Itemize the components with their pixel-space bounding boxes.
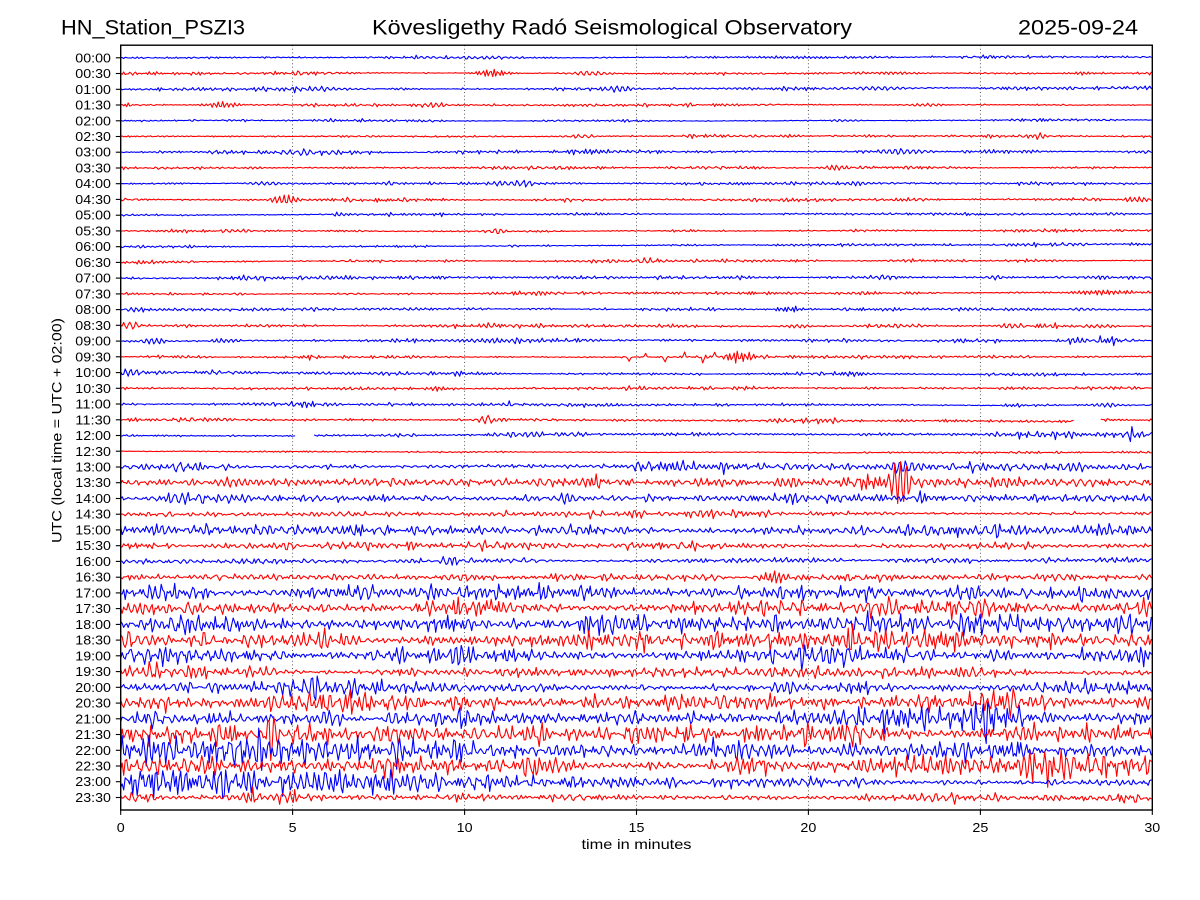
svg-text:14:00: 14:00 <box>75 492 111 506</box>
svg-text:00:30: 00:30 <box>75 67 111 81</box>
svg-text:16:30: 16:30 <box>75 571 111 585</box>
svg-text:02:00: 02:00 <box>75 114 111 128</box>
svg-text:18:30: 18:30 <box>75 634 111 648</box>
svg-text:15:00: 15:00 <box>75 523 111 537</box>
svg-text:15: 15 <box>629 821 645 835</box>
svg-text:19:30: 19:30 <box>75 665 111 679</box>
svg-text:23:30: 23:30 <box>75 791 111 805</box>
svg-text:07:30: 07:30 <box>75 287 111 301</box>
svg-text:10:00: 10:00 <box>75 366 111 380</box>
svg-text:22:00: 22:00 <box>75 744 111 758</box>
svg-text:2025-09-24: 2025-09-24 <box>1018 15 1138 40</box>
svg-text:HN_Station_PSZI3: HN_Station_PSZI3 <box>61 15 245 40</box>
svg-text:21:30: 21:30 <box>75 728 111 742</box>
svg-text:Kövesligethy Radó Seismologica: Kövesligethy Radó Seismological Observat… <box>372 15 852 40</box>
svg-text:18:00: 18:00 <box>75 618 111 632</box>
svg-text:07:00: 07:00 <box>75 272 111 286</box>
svg-text:0: 0 <box>117 821 125 835</box>
svg-text:01:00: 01:00 <box>75 83 111 97</box>
svg-text:02:30: 02:30 <box>75 130 111 144</box>
svg-text:19:00: 19:00 <box>75 649 111 663</box>
svg-text:10: 10 <box>457 821 473 835</box>
svg-text:08:30: 08:30 <box>75 319 111 333</box>
svg-text:05:00: 05:00 <box>75 209 111 223</box>
svg-text:03:30: 03:30 <box>75 162 111 176</box>
svg-text:20:00: 20:00 <box>75 681 111 695</box>
svg-text:16:00: 16:00 <box>75 555 111 569</box>
svg-text:13:30: 13:30 <box>75 476 111 490</box>
svg-text:08:00: 08:00 <box>75 303 111 317</box>
svg-text:20:30: 20:30 <box>75 697 111 711</box>
svg-text:21:00: 21:00 <box>75 712 111 726</box>
svg-text:06:00: 06:00 <box>75 240 111 254</box>
svg-text:04:30: 04:30 <box>75 193 111 207</box>
svg-text:5: 5 <box>289 821 297 835</box>
svg-text:05:30: 05:30 <box>75 224 111 238</box>
svg-text:14:30: 14:30 <box>75 508 111 522</box>
svg-text:UTC (local time = UTC + 02:00): UTC (local time = UTC + 02:00) <box>49 318 65 543</box>
svg-text:22:30: 22:30 <box>75 760 111 774</box>
svg-text:11:00: 11:00 <box>75 398 111 412</box>
svg-text:17:00: 17:00 <box>75 586 111 600</box>
svg-text:09:30: 09:30 <box>75 350 111 364</box>
svg-text:30: 30 <box>1144 821 1160 835</box>
svg-text:09:00: 09:00 <box>75 335 111 349</box>
svg-text:12:30: 12:30 <box>75 445 111 459</box>
svg-text:13:00: 13:00 <box>75 461 111 475</box>
svg-text:time in minutes: time in minutes <box>582 836 692 852</box>
svg-text:23:00: 23:00 <box>75 775 111 789</box>
svg-text:06:30: 06:30 <box>75 256 111 270</box>
svg-text:12:00: 12:00 <box>75 429 111 443</box>
svg-text:01:30: 01:30 <box>75 99 111 113</box>
svg-text:10:30: 10:30 <box>75 382 111 396</box>
svg-text:00:00: 00:00 <box>75 51 111 65</box>
svg-text:11:30: 11:30 <box>75 413 111 427</box>
svg-text:25: 25 <box>972 821 988 835</box>
svg-text:15:30: 15:30 <box>75 539 111 553</box>
svg-text:17:30: 17:30 <box>75 602 111 616</box>
svg-text:20: 20 <box>800 821 816 835</box>
svg-text:04:00: 04:00 <box>75 177 111 191</box>
svg-text:03:00: 03:00 <box>75 146 111 160</box>
